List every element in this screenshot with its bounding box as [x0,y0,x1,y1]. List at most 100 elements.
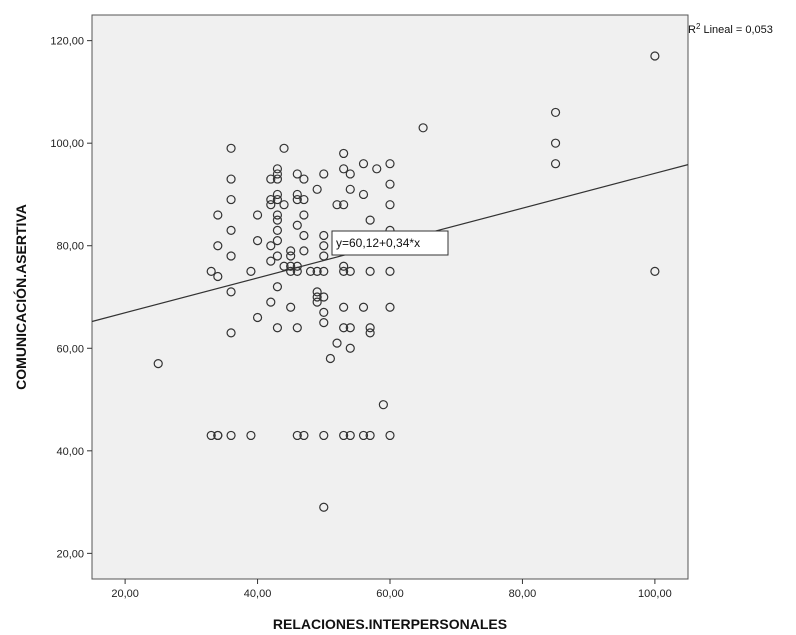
data-point [299,246,309,256]
data-point [226,194,236,205]
x-tick-label: 80,00 [509,588,537,600]
data-point [292,261,302,271]
data-point [345,343,355,353]
data-point [319,318,329,328]
data-point [286,266,296,276]
x-axis: 20,00 40,00 60,00 80,00 100,00 [111,579,672,600]
data-point [213,210,223,220]
data-point [206,266,216,276]
data-point [345,184,355,194]
data-point [226,225,236,235]
data-point [299,430,309,441]
data-point [339,148,349,159]
data-point [252,236,263,246]
data-point [153,359,163,369]
data-point [272,189,283,200]
data-point [279,261,289,271]
data-point [650,51,660,61]
data-point [266,194,276,205]
data-point [385,159,395,169]
data-point [339,164,349,174]
data-point [365,328,375,338]
data-point [286,251,296,261]
data-point [213,241,223,251]
data-point [345,430,355,441]
data-point [272,169,283,179]
data-point [312,266,322,276]
data-point [550,107,561,118]
data-point [378,400,388,410]
data-point [385,302,395,312]
y-tick-label: 100,00 [50,138,84,150]
data-point [385,200,395,210]
data-point [252,210,263,220]
data-point [650,266,660,276]
data-point [299,210,309,220]
data-point [272,194,283,205]
data-point [226,251,236,261]
data-point [206,430,216,441]
data-point [339,302,349,312]
data-point [372,164,382,174]
data-point [279,200,289,210]
data-point [292,220,302,230]
data-point [385,179,395,189]
data-point [550,138,561,148]
data-point [312,287,322,297]
data-point [365,266,375,276]
data-point [272,323,283,333]
x-axis-title: RELACIONES.INTERPERSONALES [273,616,507,632]
data-point [286,261,296,271]
data-point [272,225,283,235]
data-point [319,502,329,512]
data-point [246,266,256,276]
data-point [325,353,335,364]
data-point [339,323,349,333]
data-point [226,174,236,184]
data-point [358,302,369,312]
data-point [299,174,309,184]
data-point [226,287,236,297]
data-point [312,297,322,307]
data-point [358,189,369,200]
data-point [272,251,283,261]
data-point [213,430,223,441]
data-point [365,430,375,441]
y-axis-title: COMUNICACIÓN.ASERTIVA [12,204,29,390]
x-tick-label: 60,00 [376,588,404,600]
data-point [358,159,369,169]
data-point [266,200,276,210]
data-points [153,51,660,512]
y-axis: 20,00 40,00 60,00 80,00 100,00 120,00 [50,36,92,560]
data-point [292,169,302,179]
data-point [345,169,355,179]
data-point [266,297,276,307]
data-point [332,338,342,348]
data-point [385,430,395,441]
data-point [319,430,329,441]
data-point [272,282,283,292]
data-point [292,266,302,276]
plot-area [91,14,689,580]
data-point [292,194,302,205]
fit-equation-box: y=60,12+0,34*x [331,230,449,256]
data-point [246,430,256,441]
data-point [292,189,302,200]
data-point [345,323,355,333]
fit-equation: y=60,12+0,34*x [336,236,420,250]
data-point [339,200,349,210]
data-point [299,194,309,205]
data-point [339,261,349,271]
data-point [272,236,283,246]
data-point [286,246,296,256]
data-point [272,215,283,225]
data-point [226,430,236,441]
data-point [213,271,223,282]
data-point [385,266,395,276]
data-point [319,230,329,241]
data-point [312,292,322,302]
data-point [299,230,309,241]
y-tick-label: 40,00 [56,446,84,458]
data-point [272,210,283,220]
